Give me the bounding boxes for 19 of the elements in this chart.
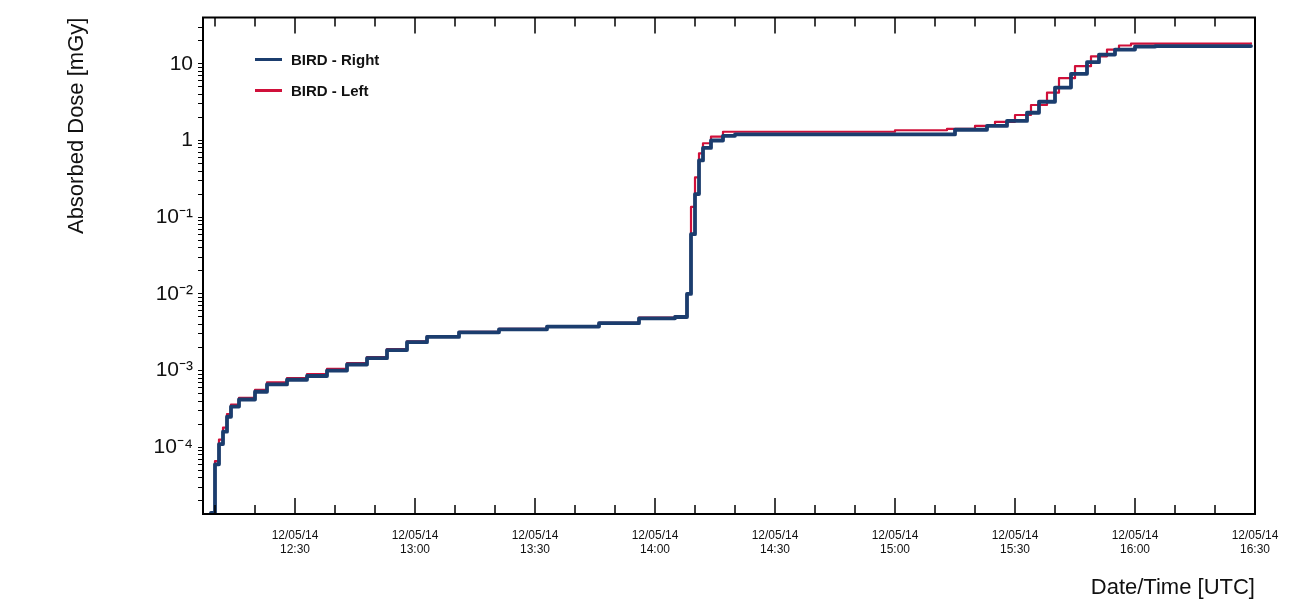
y-tick-label: 10⁻³ <box>155 357 193 381</box>
x-tick-label: 12/05/14 14:00 <box>631 527 679 556</box>
x-tick-label: 12/05/14 12:30 <box>271 527 319 556</box>
x-axis-title: Date/Time [UTC] <box>1090 573 1255 599</box>
x-tick-label: 12/05/14 14:30 <box>751 527 799 556</box>
legend-label: BIRD - Left <box>291 82 369 99</box>
x-tick-label: 12/05/14 16:30 <box>1231 527 1279 556</box>
y-tick-label: 10⁻¹ <box>155 203 193 227</box>
y-axis-title: Absorbed Dose [mGy] <box>63 17 89 235</box>
x-tick-label: 12/05/14 15:00 <box>871 527 919 556</box>
x-tick-label: 12/05/14 13:30 <box>511 527 559 556</box>
y-tick-label: 10 <box>169 50 193 74</box>
y-tick-label: 10⁻² <box>155 280 193 304</box>
x-tick-label: 12/05/14 13:00 <box>391 527 439 556</box>
y-tick-label: 10⁻⁴ <box>153 434 193 458</box>
x-tick-label: 12/05/14 16:00 <box>1111 527 1159 556</box>
legend-label: BIRD - Right <box>291 51 380 68</box>
x-tick-label: 12/05/14 15:30 <box>991 527 1039 556</box>
y-tick-label: 1 <box>181 127 193 151</box>
